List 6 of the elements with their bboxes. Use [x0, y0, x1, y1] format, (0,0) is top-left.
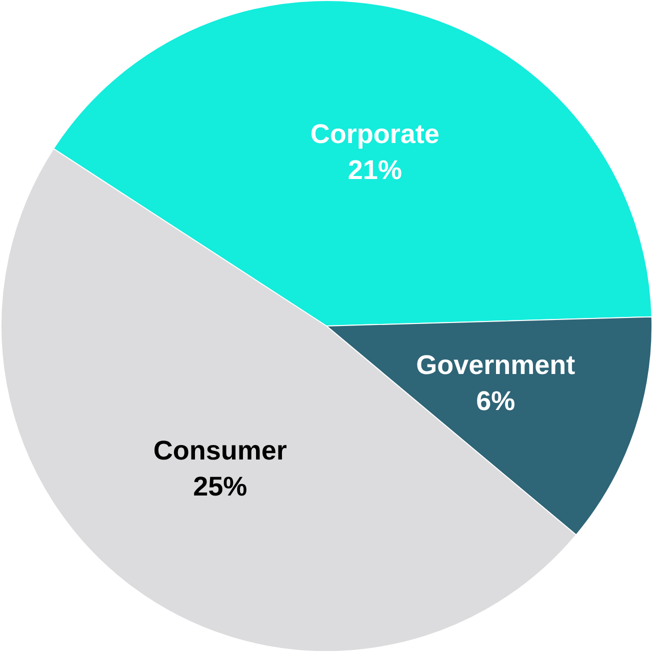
- data-label: 21%: [348, 155, 402, 186]
- slice-label: Consumer: [153, 435, 288, 466]
- data-label: 25%: [193, 471, 248, 502]
- data-label: 6%: [476, 386, 516, 416]
- slice-label: Corporate: [310, 119, 440, 150]
- slice-label: Government: [416, 350, 576, 380]
